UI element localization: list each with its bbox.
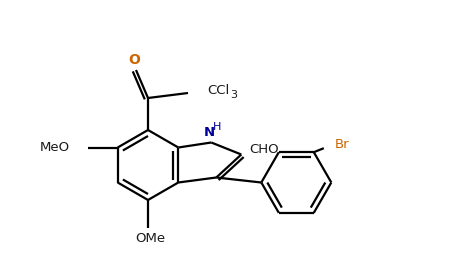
Text: H: H	[213, 121, 222, 132]
Text: N: N	[204, 126, 215, 139]
Text: OMe: OMe	[135, 232, 165, 245]
Text: CHO: CHO	[250, 143, 279, 156]
Text: MeO: MeO	[39, 141, 70, 154]
Text: 3: 3	[230, 90, 237, 100]
Text: Br: Br	[334, 138, 349, 151]
Text: CCl: CCl	[207, 84, 229, 96]
Text: O: O	[128, 53, 140, 67]
